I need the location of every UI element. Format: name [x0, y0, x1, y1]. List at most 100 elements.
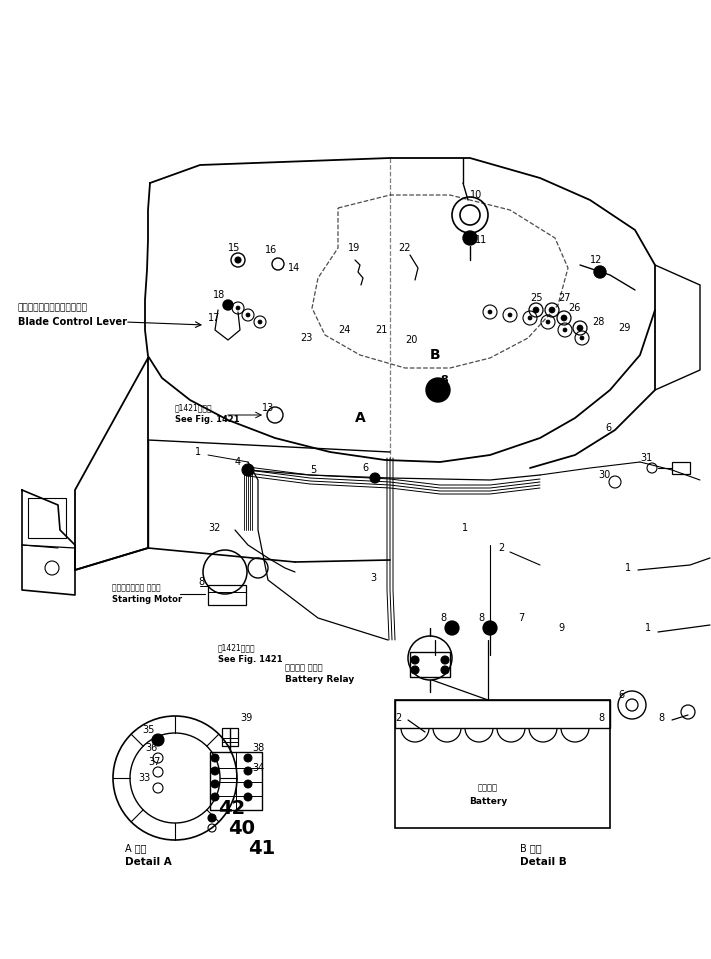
Circle shape [211, 767, 219, 775]
Text: 3: 3 [370, 573, 376, 583]
Text: 9: 9 [558, 623, 564, 633]
Text: 8: 8 [198, 577, 204, 587]
Text: B: B [430, 348, 441, 362]
Text: 8: 8 [440, 375, 448, 385]
Text: 10: 10 [470, 190, 482, 200]
Circle shape [488, 310, 492, 314]
Text: Battery Relay: Battery Relay [285, 675, 354, 685]
Text: バッテリ リレー: バッテリ リレー [285, 664, 323, 672]
Circle shape [563, 328, 567, 332]
Circle shape [594, 266, 606, 278]
Text: 2: 2 [395, 713, 401, 723]
Text: 38: 38 [252, 743, 264, 753]
Text: 第1421図参照: 第1421図参照 [218, 643, 256, 652]
Circle shape [546, 320, 550, 324]
Text: 20: 20 [405, 335, 417, 345]
Text: 4: 4 [235, 457, 241, 467]
Text: 14: 14 [288, 263, 300, 273]
Text: A: A [355, 411, 365, 425]
Text: 33: 33 [138, 773, 150, 783]
Text: 12: 12 [590, 255, 602, 265]
Circle shape [549, 307, 555, 313]
Circle shape [411, 666, 419, 674]
Text: 5: 5 [310, 465, 316, 475]
Circle shape [577, 325, 583, 331]
Text: 42: 42 [218, 799, 245, 817]
Circle shape [152, 734, 164, 746]
Bar [395, 700, 610, 728]
Text: Starting Motor: Starting Motor [112, 596, 182, 604]
Text: 第1421図参照: 第1421図参照 [175, 404, 213, 412]
Circle shape [244, 780, 252, 788]
Text: 16: 16 [265, 245, 277, 255]
Text: 8: 8 [440, 613, 446, 623]
Text: 31: 31 [640, 453, 652, 463]
Text: 18: 18 [213, 290, 225, 300]
Text: 7: 7 [518, 613, 524, 623]
Circle shape [223, 300, 233, 310]
Circle shape [561, 315, 567, 321]
Circle shape [211, 754, 219, 762]
Circle shape [528, 316, 532, 320]
Bar [395, 700, 610, 828]
Circle shape [208, 814, 216, 822]
Circle shape [426, 378, 450, 402]
Bar [410, 652, 450, 677]
Text: Battery: Battery [469, 798, 507, 807]
Text: 8: 8 [598, 713, 604, 723]
Circle shape [411, 656, 419, 664]
Text: 35: 35 [142, 725, 154, 735]
Text: 23: 23 [300, 333, 312, 343]
Text: 17: 17 [208, 313, 220, 323]
Text: 6: 6 [362, 463, 368, 473]
Text: 25: 25 [530, 293, 542, 303]
Text: 41: 41 [248, 838, 275, 857]
Text: バッテリ: バッテリ [478, 784, 498, 792]
Text: 24: 24 [338, 325, 351, 335]
Circle shape [445, 621, 459, 635]
Bar [222, 728, 238, 746]
Bar [28, 498, 66, 538]
Text: 30: 30 [598, 470, 610, 480]
Circle shape [242, 464, 254, 476]
Bar [208, 585, 246, 605]
Circle shape [211, 793, 219, 801]
Text: 13: 13 [262, 403, 274, 413]
Circle shape [244, 767, 252, 775]
Text: 22: 22 [398, 243, 410, 253]
Circle shape [463, 231, 477, 245]
Text: 11: 11 [475, 235, 487, 245]
Circle shape [236, 306, 240, 310]
Text: 34: 34 [252, 763, 264, 773]
Bar [672, 462, 690, 474]
Circle shape [483, 621, 497, 635]
Text: 28: 28 [592, 317, 604, 327]
Text: 29: 29 [618, 323, 631, 333]
Circle shape [370, 473, 380, 483]
Text: ブレードコントロールレバー: ブレードコントロールレバー [18, 303, 88, 313]
Circle shape [508, 313, 512, 317]
Text: 39: 39 [240, 713, 252, 723]
Text: 40: 40 [228, 818, 255, 837]
Text: Detail B: Detail B [520, 857, 567, 867]
Text: 6: 6 [618, 690, 624, 700]
Text: 1: 1 [645, 623, 651, 633]
Circle shape [580, 336, 584, 340]
Text: Blade Control Lever: Blade Control Lever [18, 317, 127, 327]
Text: 1: 1 [625, 563, 631, 573]
Circle shape [244, 754, 252, 762]
Text: 37: 37 [148, 757, 161, 767]
Text: 1: 1 [462, 523, 468, 533]
Text: See Fig. 1421: See Fig. 1421 [218, 656, 283, 665]
Circle shape [533, 307, 539, 313]
Text: 15: 15 [228, 243, 240, 253]
Text: 36: 36 [145, 743, 157, 753]
Text: B 詳細: B 詳細 [520, 843, 542, 853]
Text: 19: 19 [348, 243, 360, 253]
Text: 32: 32 [208, 523, 220, 533]
Circle shape [441, 666, 449, 674]
Circle shape [235, 257, 241, 263]
Text: 6: 6 [605, 423, 611, 433]
Text: 8: 8 [658, 713, 664, 723]
Text: 2: 2 [498, 543, 504, 553]
